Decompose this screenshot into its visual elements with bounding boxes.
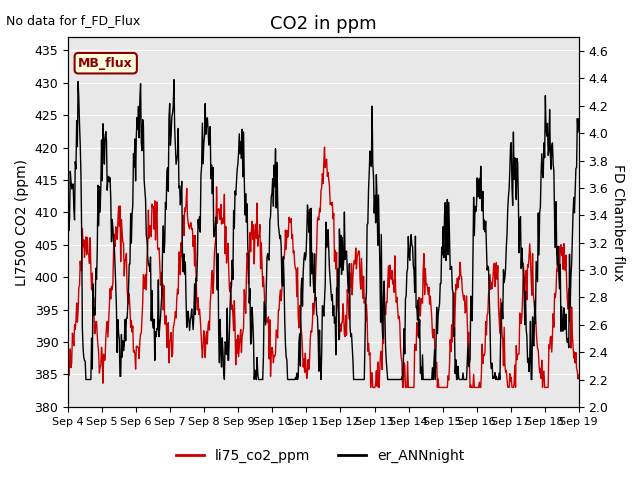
er_ANNnight	[127, 211, 134, 216]
li75_co2_ppm	[64, 365, 72, 371]
Text: No data for f_FD_Flux: No data for f_FD_Flux	[6, 14, 141, 27]
Line: li75_co2_ppm: li75_co2_ppm	[68, 147, 579, 387]
er_ANNnight	[387, 377, 394, 383]
er_ANNnight	[74, 144, 81, 149]
li75_co2_ppm	[367, 384, 374, 390]
li75_co2_ppm	[402, 384, 410, 390]
li75_co2_ppm	[74, 319, 81, 325]
er_ANNnight	[402, 296, 410, 301]
er_ANNnight	[64, 193, 72, 199]
li75_co2_ppm	[205, 318, 212, 324]
er_ANNnight	[206, 124, 214, 130]
li75_co2_ppm	[321, 144, 328, 150]
Line: er_ANNnight: er_ANNnight	[68, 80, 579, 380]
li75_co2_ppm	[178, 253, 186, 259]
li75_co2_ppm	[387, 274, 394, 279]
er_ANNnight	[179, 269, 187, 275]
Legend: li75_co2_ppm, er_ANNnight: li75_co2_ppm, er_ANNnight	[170, 443, 470, 468]
er_ANNnight	[82, 377, 90, 383]
Text: MB_flux: MB_flux	[78, 57, 133, 70]
Y-axis label: FD Chamber flux: FD Chamber flux	[611, 164, 625, 281]
Title: CO2 in ppm: CO2 in ppm	[270, 15, 377, 33]
Y-axis label: LI7500 CO2 (ppm): LI7500 CO2 (ppm)	[15, 158, 29, 286]
li75_co2_ppm	[575, 372, 582, 378]
er_ANNnight	[575, 116, 582, 122]
li75_co2_ppm	[126, 306, 134, 312]
er_ANNnight	[170, 77, 178, 83]
